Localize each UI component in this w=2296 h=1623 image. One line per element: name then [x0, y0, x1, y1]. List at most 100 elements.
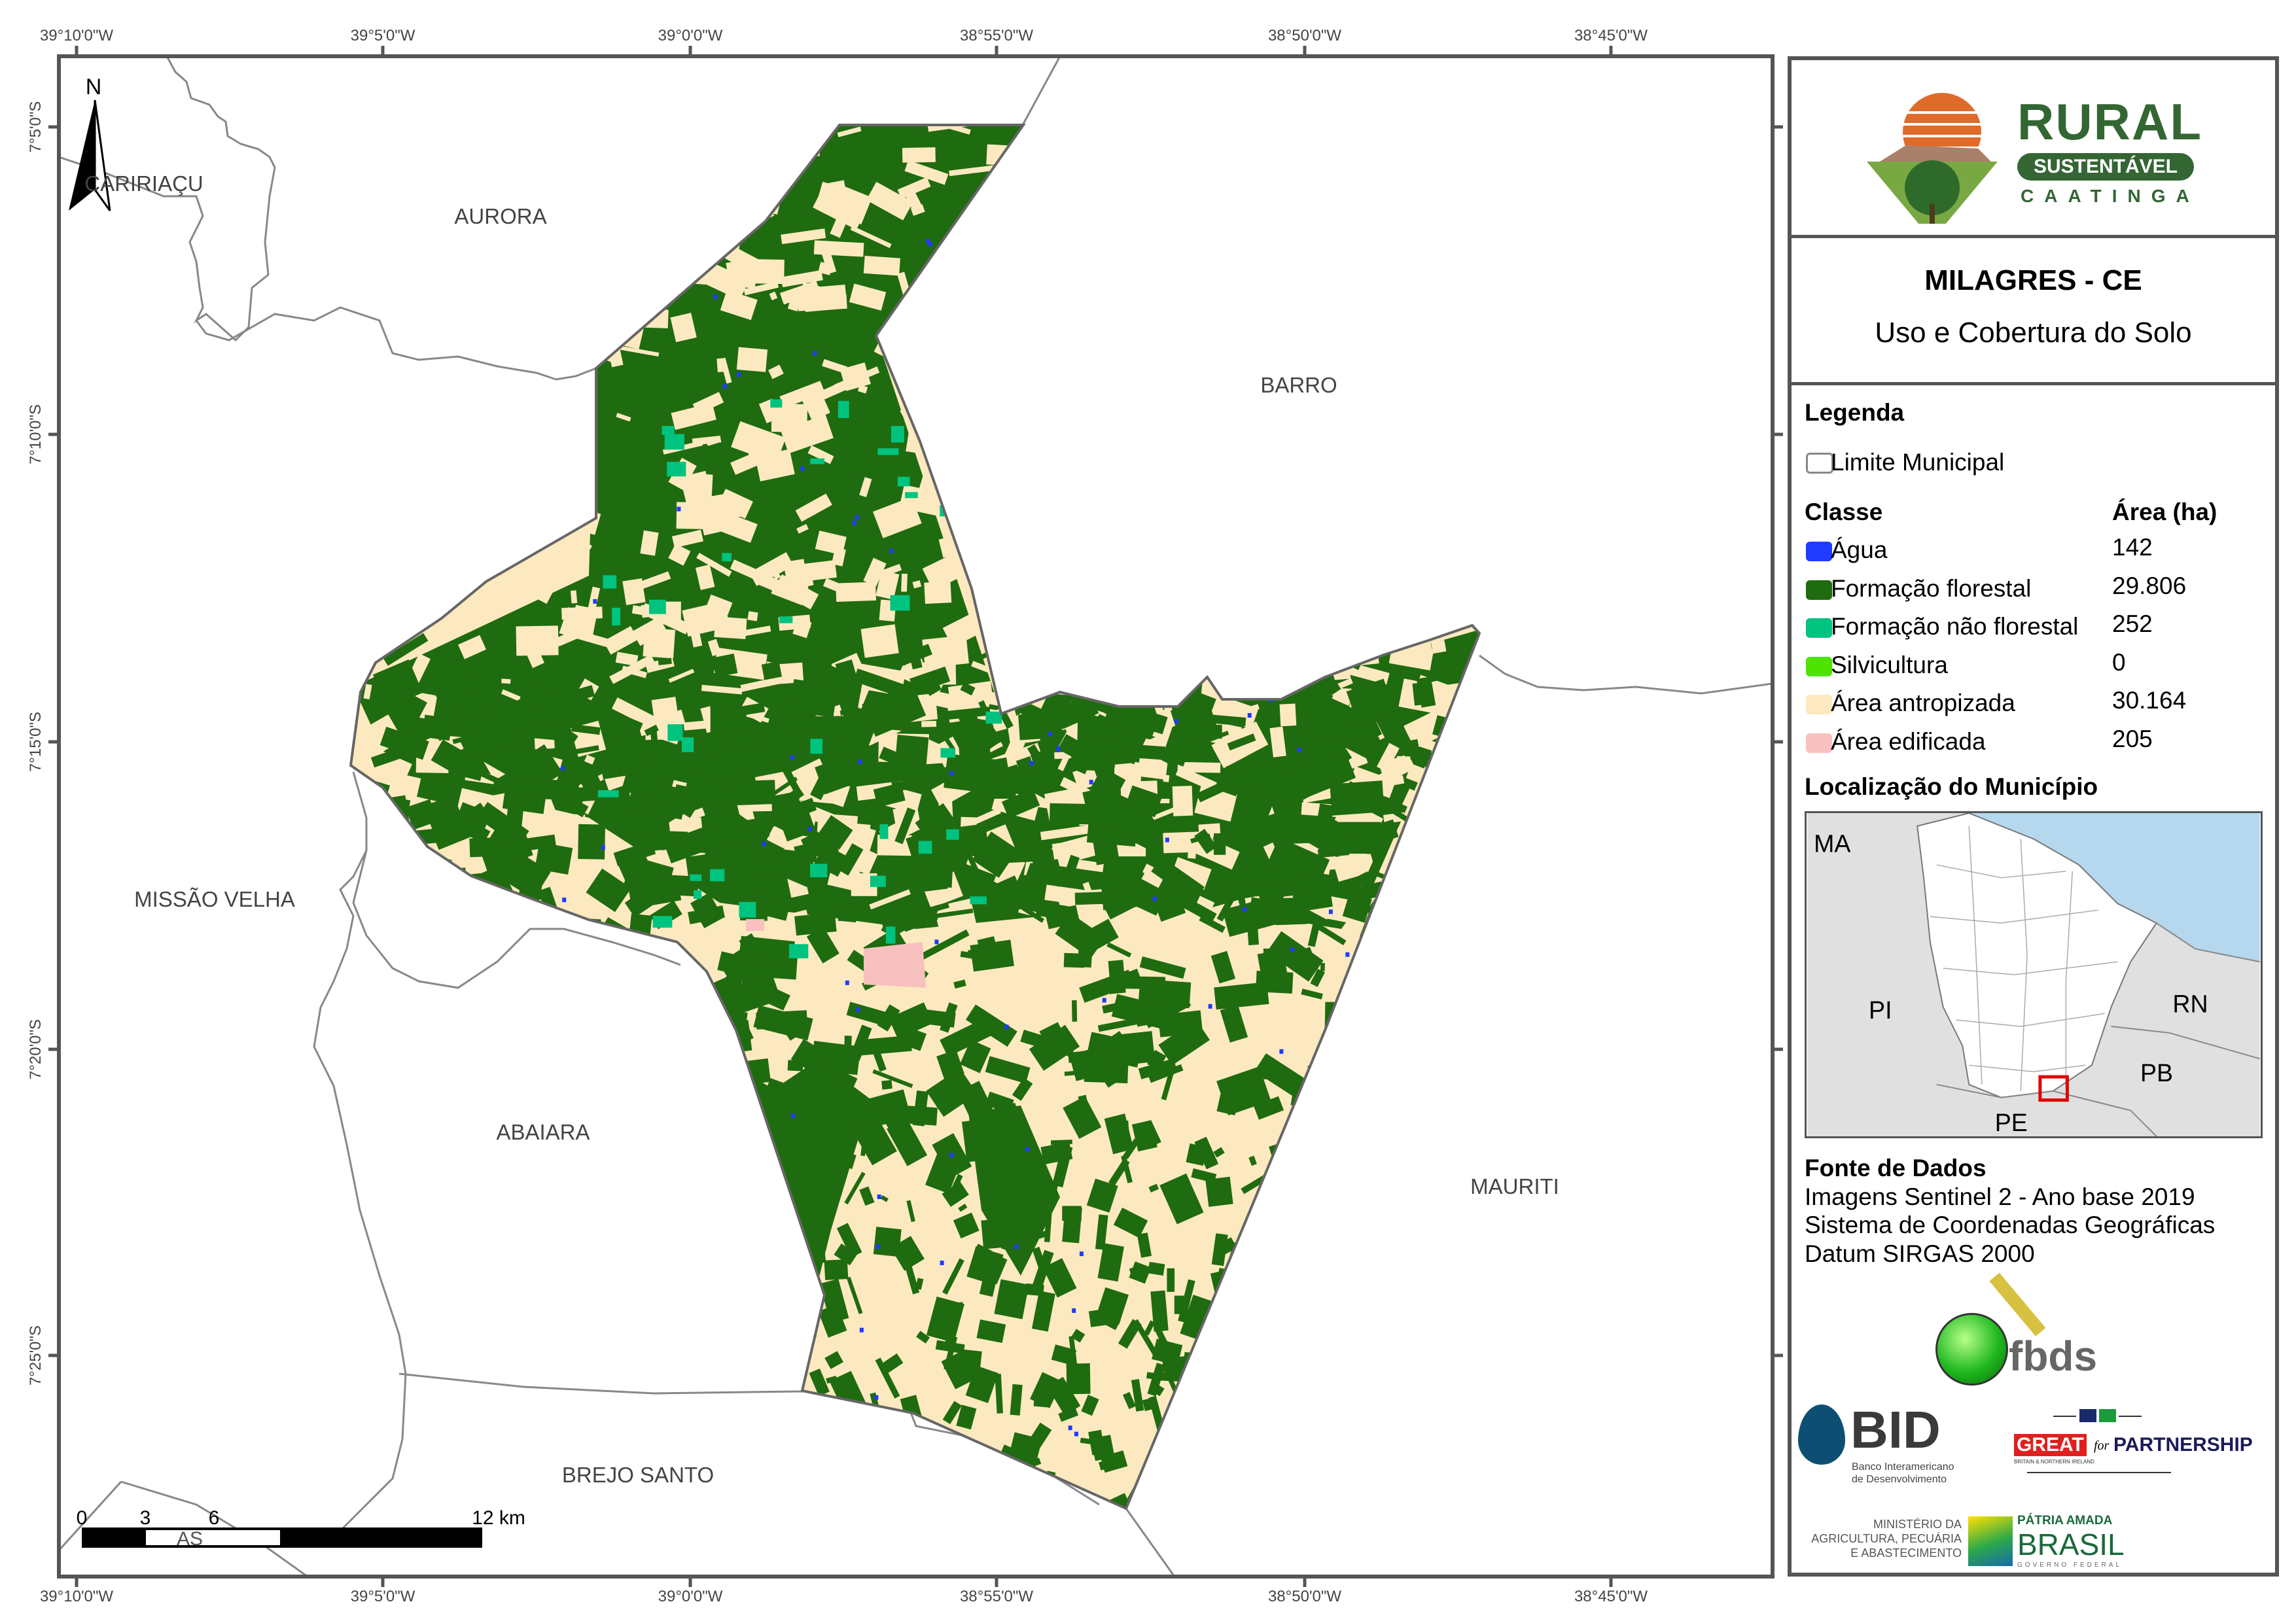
- land-cover-patch: [942, 1401, 962, 1425]
- land-cover-patch: [1217, 331, 1260, 351]
- land-cover-patch: [1411, 879, 1428, 895]
- land-cover-patch: [720, 913, 749, 943]
- land-cover-patch: [455, 158, 486, 173]
- land-cover-patch: [1342, 388, 1381, 427]
- land-cover-patch: [1113, 1031, 1156, 1066]
- land-cover-patch: [753, 981, 790, 1011]
- land-cover-patch: [419, 902, 442, 927]
- land-cover-patch: [869, 1040, 887, 1072]
- land-cover-patch: [1334, 1165, 1369, 1211]
- land-cover-patch: [624, 1145, 628, 1151]
- land-cover-patch: [1183, 724, 1222, 739]
- land-cover-patch: [599, 751, 645, 780]
- land-cover-patch: [1301, 125, 1352, 149]
- land-cover-patch: [736, 347, 768, 372]
- land-cover-patch: [879, 746, 910, 769]
- land-cover-patch: [796, 523, 809, 534]
- land-cover-patch: [748, 141, 752, 147]
- land-cover-patch: [838, 714, 889, 745]
- land-cover-patch: [1150, 1290, 1169, 1332]
- land-cover-patch: [1467, 1293, 1472, 1299]
- land-cover-patch: [1436, 977, 1464, 1011]
- land-cover-patch: [438, 601, 446, 606]
- land-cover-patch: [388, 550, 393, 555]
- land-cover-patch: [690, 1331, 729, 1378]
- land-cover-patch: [539, 1012, 592, 1060]
- land-cover-patch: [758, 1406, 786, 1441]
- land-cover-patch: [423, 294, 474, 337]
- land-cover-patch: [1417, 969, 1450, 1007]
- land-cover-patch: [1050, 1140, 1072, 1145]
- land-cover-patch: [1254, 1053, 1305, 1097]
- coord-label: 39°5'0"W: [351, 27, 415, 44]
- land-cover-patch: [794, 912, 837, 936]
- land-cover-patch: [1027, 744, 1053, 779]
- land-cover-patch: [1353, 338, 1392, 358]
- land-cover-patch: [1078, 536, 1111, 555]
- land-cover-patch: [1340, 506, 1356, 530]
- land-cover-patch: [986, 144, 1035, 167]
- uk-flag-icon: [2079, 1409, 2096, 1422]
- land-cover-patch: [661, 1420, 693, 1459]
- great-text: GREAT: [2014, 1434, 2087, 1456]
- land-cover-patch: [603, 626, 639, 655]
- land-cover-patch: [1464, 1401, 1479, 1446]
- land-cover-patch: [1095, 1287, 1129, 1325]
- land-cover-patch: [397, 911, 451, 934]
- land-cover-patch: [1208, 1003, 1212, 1009]
- land-cover-patch: [1194, 135, 1221, 161]
- class-label: Área edificada: [1831, 727, 1986, 755]
- land-cover-patch: [401, 1140, 411, 1179]
- logo-rural: RURAL: [2017, 93, 2202, 150]
- land-cover-patch: [778, 806, 816, 842]
- land-cover-patch: [1073, 506, 1116, 531]
- land-cover-patch: [745, 1449, 776, 1478]
- land-cover-patch: [1159, 1173, 1204, 1225]
- land-cover-patch: [1062, 1206, 1082, 1244]
- land-cover-patch: [655, 845, 697, 884]
- land-cover-patch: [1455, 1352, 1479, 1370]
- land-cover-patch: [934, 638, 963, 655]
- land-cover-patch: [1392, 1109, 1405, 1123]
- land-cover-patch: [681, 914, 707, 947]
- land-cover-patch: [1178, 895, 1217, 924]
- land-cover-patch: [915, 1278, 924, 1290]
- land-cover-patch: [457, 635, 487, 659]
- land-cover-patch: [990, 175, 1036, 197]
- land-cover-patch: [536, 1026, 573, 1049]
- municipality-label: MISSÃO VELHA: [134, 887, 295, 911]
- land-cover-patch: [1328, 909, 1333, 915]
- land-cover-patch: [1131, 1378, 1144, 1412]
- land-cover-patch: [535, 464, 573, 479]
- land-cover-patch: [457, 960, 473, 973]
- class-area: 29.806: [2112, 572, 2187, 599]
- land-cover-patch: [576, 1292, 590, 1325]
- land-cover-patch: [1077, 228, 1109, 256]
- land-cover-patch: [650, 727, 658, 743]
- land-cover-patch: [1307, 922, 1320, 947]
- land-cover-patch: [1407, 291, 1425, 312]
- land-cover-patch: [1303, 206, 1322, 238]
- land-cover-patch: [866, 181, 913, 220]
- municipality-label: CARIRIAÇU: [84, 171, 203, 196]
- land-cover-patch: [601, 709, 643, 746]
- land-cover-patch: [928, 241, 932, 247]
- land-cover-patch: [567, 1032, 625, 1077]
- land-cover-patch: [1084, 918, 1119, 951]
- land-cover-patch: [1444, 805, 1453, 832]
- land-cover-patch: [1370, 531, 1414, 548]
- land-cover-patch: [1388, 1387, 1405, 1408]
- land-cover-patch: [1252, 516, 1277, 536]
- land-cover-patch: [1347, 983, 1370, 1017]
- land-cover-patch: [1099, 1062, 1127, 1088]
- land-cover-patch: [576, 1487, 581, 1492]
- land-cover-patch: [1118, 1319, 1142, 1349]
- land-cover-patch: [540, 1212, 574, 1247]
- land-cover-patch: [979, 1251, 1008, 1285]
- municipality-label: MAURITI: [1470, 1174, 1559, 1198]
- land-cover-patch: [1301, 988, 1323, 1000]
- class-label: Formação não florestal: [1831, 613, 2079, 640]
- land-cover-patch: [463, 275, 513, 311]
- land-cover-patch: [1339, 1494, 1356, 1509]
- land-cover-patch: [355, 629, 372, 654]
